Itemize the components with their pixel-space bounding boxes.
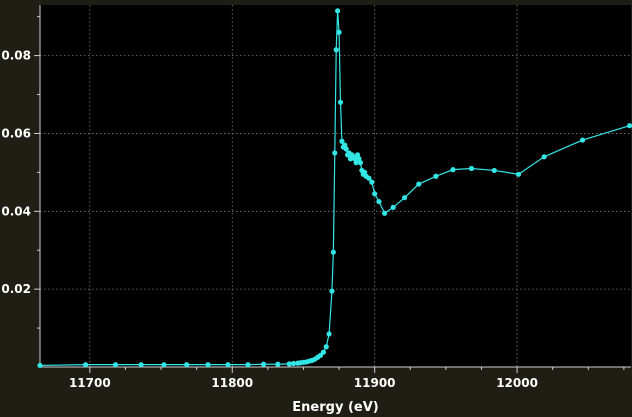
data-point — [450, 167, 456, 173]
data-point — [541, 154, 547, 160]
data-point — [382, 210, 388, 216]
data-point — [468, 165, 475, 172]
data-point — [286, 361, 292, 367]
data-point — [366, 175, 372, 181]
data-point — [138, 362, 144, 368]
data-point — [336, 29, 342, 35]
data-point — [416, 181, 422, 187]
x-tick-label: 12000 — [496, 376, 538, 390]
data-point — [372, 191, 378, 197]
data-point — [290, 360, 297, 367]
data-series — [37, 8, 632, 369]
data-point — [37, 362, 43, 369]
data-point — [112, 362, 119, 368]
data-point — [357, 160, 364, 166]
data-point — [339, 138, 345, 144]
data-point — [491, 167, 497, 174]
data-point — [82, 362, 89, 368]
data-point — [515, 171, 522, 177]
data-point — [343, 146, 349, 152]
x-tick-label: 11900 — [354, 376, 396, 390]
data-point — [260, 361, 267, 367]
y-tick-label: 0.04 — [1, 204, 31, 218]
data-point — [205, 362, 211, 368]
data-point — [353, 160, 359, 166]
data-point — [390, 204, 396, 211]
y-tick-label: 0.02 — [1, 282, 31, 296]
data-point — [184, 362, 190, 368]
data-point — [326, 331, 332, 337]
data-point — [376, 198, 382, 205]
data-point — [320, 349, 326, 355]
data-point — [332, 150, 338, 156]
data-point — [330, 249, 336, 255]
data-point — [333, 47, 339, 53]
data-point — [579, 137, 586, 143]
grid-lines — [40, 5, 631, 367]
data-point — [161, 362, 167, 368]
x-tick-label: 11700 — [69, 376, 111, 390]
data-point — [433, 173, 439, 179]
data-point — [329, 288, 335, 294]
y-tick-label: 0.06 — [1, 126, 31, 140]
y-tick-label: 0.08 — [1, 49, 31, 63]
data-point — [225, 362, 231, 368]
data-point — [369, 179, 375, 185]
x-axis-title: Energy (eV) — [292, 400, 378, 415]
tick-labels: 11700 11800 11900 12000 0.02 0.04 0.06 0.08 — [1, 49, 538, 390]
data-point — [245, 362, 251, 368]
axis-ticks — [34, 16, 625, 373]
data-point — [275, 361, 281, 367]
data-point — [626, 123, 632, 129]
data-point — [401, 195, 408, 201]
x-tick-label: 11800 — [211, 376, 253, 390]
data-point — [337, 99, 344, 105]
data-point — [335, 8, 341, 14]
data-point — [323, 344, 329, 350]
